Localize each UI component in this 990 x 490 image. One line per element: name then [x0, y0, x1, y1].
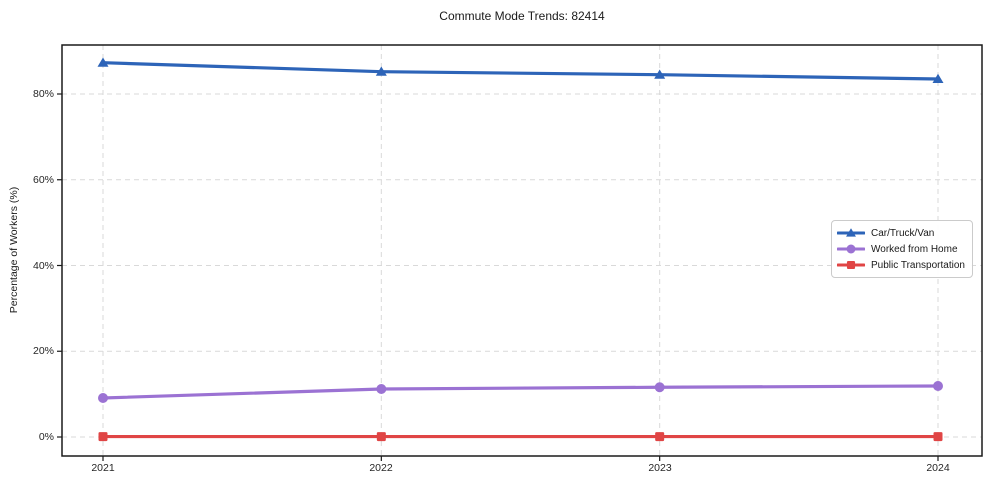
y-tick-label: 0% — [38, 431, 54, 443]
chart-title: Commute Mode Trends: 82414 — [439, 9, 605, 23]
legend-item: Public Transportation — [837, 258, 967, 273]
x-tick-label: 2023 — [648, 462, 672, 474]
legend-item-label: Public Transportation — [871, 259, 965, 271]
circle-marker-icon — [837, 244, 865, 254]
x-tick-label: 2024 — [926, 462, 950, 474]
x-tick-label: 2021 — [91, 462, 115, 474]
y-tick-label: 20% — [32, 345, 54, 357]
legend-item-label: Car/Truck/Van — [871, 227, 935, 239]
square-marker-icon — [837, 260, 865, 270]
legend-item-label: Worked from Home — [871, 243, 958, 255]
y-tick-label: 80% — [32, 88, 54, 100]
y-tick-label: 40% — [32, 260, 54, 272]
y-tick-label: 60% — [32, 174, 54, 186]
legend: Car/Truck/Van Worked from Home Public Tr… — [831, 220, 973, 278]
legend-item: Worked from Home — [837, 242, 967, 257]
x-tick-label: 2022 — [369, 462, 393, 474]
triangle-marker-icon — [837, 228, 865, 237]
legend-item: Car/Truck/Van — [837, 226, 967, 241]
